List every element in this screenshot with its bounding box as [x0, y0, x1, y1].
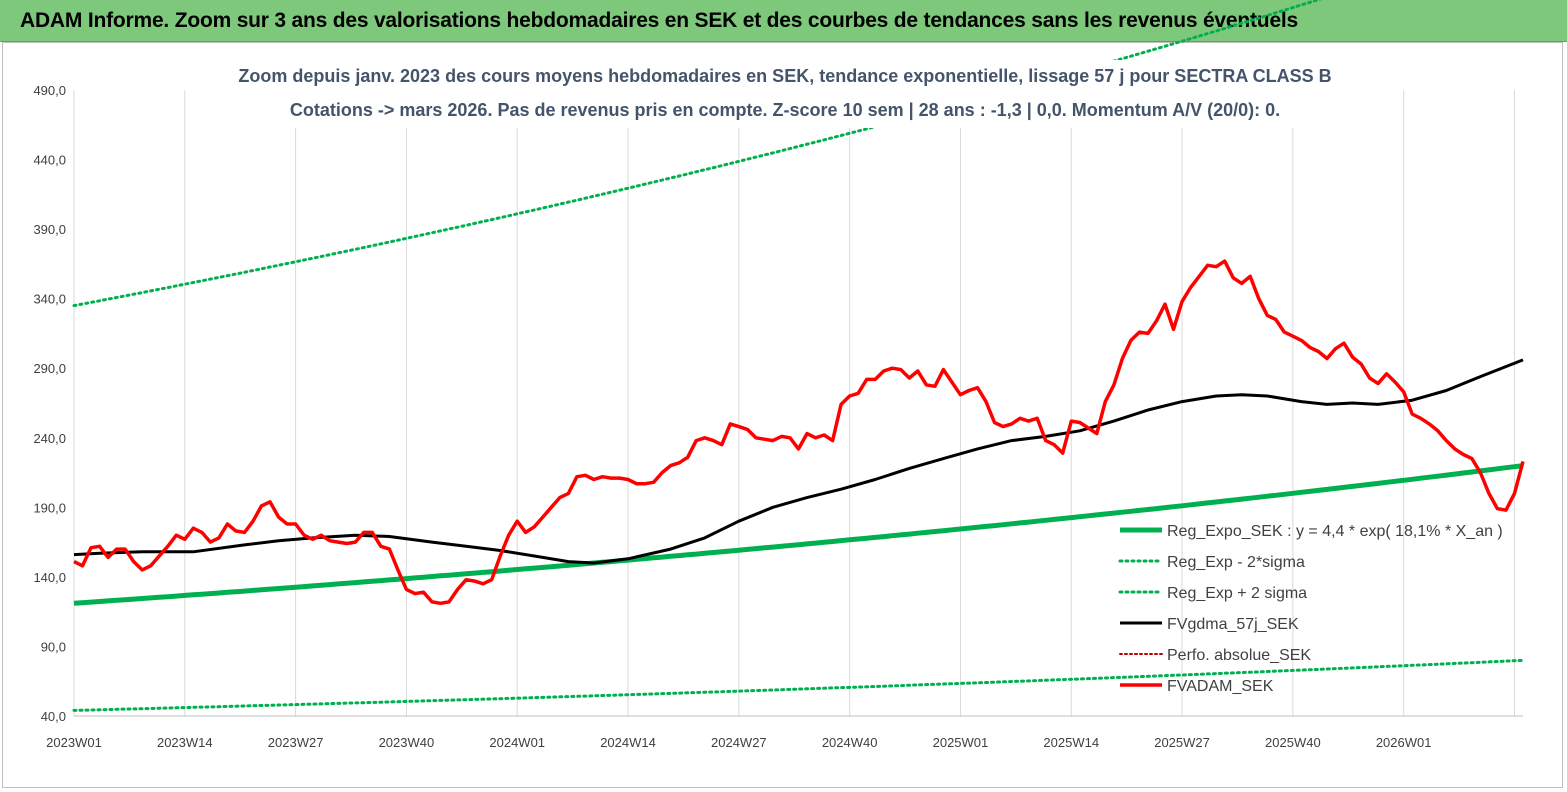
legend: Reg_Expo_SEK : y = 4,4 * exp( 18,1% * X_…: [1118, 523, 1503, 695]
legend-label: FVADAM_SEK: [1167, 678, 1274, 695]
chart-subtitle-2: Cotations -> mars 2026. Pas de revenus p…: [290, 100, 1280, 120]
x-tick-label: 2025W01: [933, 735, 989, 750]
legend-label: Perfo. absolue_SEK: [1167, 647, 1311, 664]
series-fvadam: [73, 259, 1525, 606]
x-tick-label: 2023W01: [46, 735, 102, 750]
series-layer: [72, 0, 1525, 712]
y-tick-label: 440,0: [33, 153, 66, 168]
legend-label: Reg_Exp + 2 sigma: [1167, 585, 1307, 602]
y-tick-label: 390,0: [33, 222, 66, 237]
x-tick-label: 2024W14: [600, 735, 656, 750]
y-tick-label: 340,0: [33, 292, 66, 307]
series-fvgdma: [73, 358, 1524, 565]
x-tick-labels: 2023W01 2023W14 2023W27 2023W40 2024W01 2024W…: [46, 735, 1431, 750]
y-tick-label: 140,0: [33, 570, 66, 585]
y-tick-label: 190,0: [33, 500, 66, 515]
x-tick-label: 2026W01: [1376, 735, 1432, 750]
y-tick-label: 90,0: [41, 639, 66, 654]
title-banner: ADAM Informe. Zoom sur 3 ans des valoris…: [0, 0, 1567, 42]
x-tick-label: 2023W27: [268, 735, 324, 750]
subtitle-backdrop: [258, 60, 1312, 128]
grid-lines: [73, 90, 1515, 716]
series-reg-plus-2sigma: [72, 0, 1323, 308]
x-tick-label: 2025W27: [1154, 735, 1210, 750]
series-reg-expo: [73, 463, 1524, 606]
x-tick-label: 2023W14: [157, 735, 213, 750]
y-tick-labels: 40,0 90,0 140,0 190,0 240,0 290,0 340,0 390,0 44…: [33, 83, 66, 724]
series-reg-minus-2sigma: [72, 658, 1525, 712]
y-tick-label: 290,0: [33, 361, 66, 376]
chart-subtitle-1: Zoom depuis janv. 2023 des cours moyens …: [238, 66, 1331, 86]
page-title: ADAM Informe. Zoom sur 3 ans des valoris…: [20, 9, 1299, 32]
y-tick-label: 240,0: [33, 431, 66, 446]
y-tick-label: 40,0: [41, 709, 66, 724]
chart-frame: [2, 42, 1563, 788]
legend-label: FVgdma_57j_SEK: [1167, 616, 1299, 633]
x-tick-label: 2024W01: [489, 735, 545, 750]
legend-label: Reg_Exp - 2*sigma: [1167, 554, 1305, 571]
x-tick-label: 2025W40: [1265, 735, 1321, 750]
x-tick-label: 2025W14: [1043, 735, 1099, 750]
x-tick-label: 2024W27: [711, 735, 767, 750]
x-tick-label: 2023W40: [379, 735, 435, 750]
y-tick-label: 490,0: [33, 83, 66, 98]
legend-label: Reg_Expo_SEK : y = 4,4 * exp( 18,1% * X_…: [1167, 523, 1503, 540]
x-tick-label: 2024W40: [822, 735, 878, 750]
